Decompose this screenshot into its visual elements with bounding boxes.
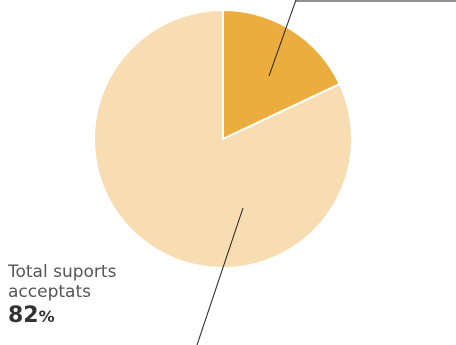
slice-annotation-accepted: Total suports acceptats 82% bbox=[8, 262, 116, 330]
annotation-value-unit: % bbox=[38, 307, 55, 326]
leader-line-small-slice bbox=[268, 0, 297, 77]
annotation-value: 82% bbox=[8, 303, 116, 330]
pie-slice-1 bbox=[93, 9, 353, 269]
annotation-label-line2: acceptats bbox=[8, 282, 91, 302]
leader-lines bbox=[196, 0, 456, 345]
annotation-label-line1: Total suports bbox=[8, 262, 117, 282]
pie-slices bbox=[93, 9, 353, 269]
pie-slice-0 bbox=[222, 9, 341, 140]
leader-line-large-slice bbox=[196, 207, 244, 345]
annotation-value-number: 82 bbox=[8, 303, 39, 328]
